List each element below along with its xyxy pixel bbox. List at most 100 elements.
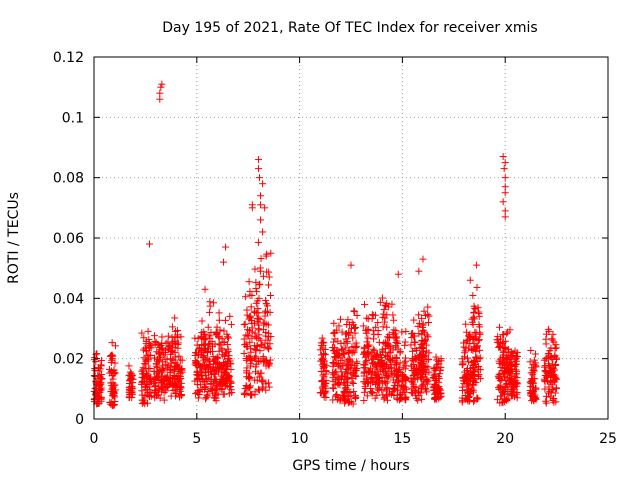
scatter-point	[388, 300, 396, 308]
scatter-point	[210, 370, 218, 378]
scatter-point	[367, 364, 375, 372]
scatter-point	[472, 378, 480, 386]
scatter-point	[512, 355, 520, 363]
scatter-point	[367, 388, 375, 396]
scatter-point	[499, 353, 507, 361]
scatter-point	[223, 382, 231, 390]
scatter-point	[425, 356, 433, 364]
scatter-point	[384, 339, 392, 347]
scatter-point	[220, 258, 228, 266]
x-tick-label: 25	[599, 431, 617, 447]
scatter-point	[374, 319, 382, 327]
scatter-point	[207, 384, 215, 392]
scatter-point	[210, 299, 218, 307]
scatter-point	[221, 316, 229, 324]
scatter-point	[401, 365, 409, 373]
scatter-point	[531, 384, 539, 392]
scatter-point	[375, 338, 383, 346]
scatter-point	[212, 363, 220, 371]
scatter-point	[262, 300, 270, 308]
scatter-point	[245, 278, 253, 286]
scatter-point	[205, 363, 213, 371]
scatter-point	[547, 389, 555, 397]
scatter-point	[364, 343, 372, 351]
scatter-point	[364, 325, 372, 333]
scatter-point	[240, 321, 248, 329]
scatter-point	[395, 365, 403, 373]
scatter-point	[385, 341, 393, 349]
scatter-point	[391, 333, 399, 341]
scatter-point	[498, 376, 506, 384]
scatter-point	[254, 325, 262, 333]
scatter-point	[496, 323, 504, 331]
scatter-point	[94, 364, 102, 372]
scatter-point	[265, 359, 273, 367]
scatter-point	[257, 369, 265, 377]
scatter-point	[383, 384, 391, 392]
scatter-point	[111, 342, 119, 350]
scatter-point	[266, 356, 274, 364]
scatter-point	[551, 372, 559, 380]
scatter-point	[540, 356, 548, 364]
scatter-point	[262, 320, 270, 328]
scatter-point	[206, 308, 214, 316]
x-tick-label: 10	[291, 431, 309, 447]
scatter-point	[258, 385, 266, 393]
scatter-point	[369, 359, 377, 367]
scatter-point	[387, 390, 395, 398]
scatter-point	[318, 378, 326, 386]
scatter-point	[347, 261, 355, 269]
scatter-point	[176, 356, 184, 364]
scatter-point	[526, 358, 534, 366]
scatter-point	[198, 317, 206, 325]
scatter-point	[436, 366, 444, 374]
scatter-point	[549, 386, 557, 394]
scatter-point	[546, 347, 554, 355]
scatter-point	[363, 392, 371, 400]
y-axis-label: ROTI / TECUs	[6, 192, 22, 284]
scatter-point	[419, 360, 427, 368]
scatter-point	[138, 329, 146, 337]
scatter-point	[223, 365, 231, 373]
scatter-point	[418, 395, 426, 403]
scatter-point	[475, 371, 483, 379]
scatter-point	[504, 345, 512, 353]
scatter-point	[370, 347, 378, 355]
scatter-point	[110, 366, 118, 374]
scatter-point	[337, 395, 345, 403]
scatter-point	[396, 359, 404, 367]
scatter-point	[106, 399, 114, 407]
scatter-point	[334, 346, 342, 354]
scatter-point	[215, 316, 223, 324]
scatter-point	[361, 353, 369, 361]
scatter-point	[495, 359, 503, 367]
scatter-point	[506, 326, 514, 334]
scatter-point	[246, 291, 254, 299]
scatter-point	[254, 156, 262, 164]
scatter-point	[157, 83, 165, 91]
scatter-point	[436, 370, 444, 378]
scatter-point	[217, 372, 225, 380]
scatter-point	[206, 302, 214, 310]
scatter-point	[393, 382, 401, 390]
scatter-point	[153, 348, 161, 356]
scatter-point	[226, 382, 234, 390]
scatter-point	[169, 338, 177, 346]
scatter-point	[261, 312, 269, 320]
scatter-point	[530, 361, 538, 369]
scatter-point	[499, 198, 507, 206]
scatter-point	[257, 255, 265, 263]
scatter-point	[473, 395, 481, 403]
scatter-point	[151, 383, 159, 391]
scatter-point	[394, 377, 402, 385]
scatter-point	[419, 327, 427, 335]
scatter-point	[157, 341, 165, 349]
scatter-point	[247, 348, 255, 356]
scatter-point	[389, 311, 397, 319]
scatter-point	[425, 312, 433, 320]
scatter-point	[342, 344, 350, 352]
scatter-point	[110, 401, 118, 409]
scatter-point	[111, 359, 119, 367]
scatter-point	[386, 348, 394, 356]
scatter-point	[170, 381, 178, 389]
